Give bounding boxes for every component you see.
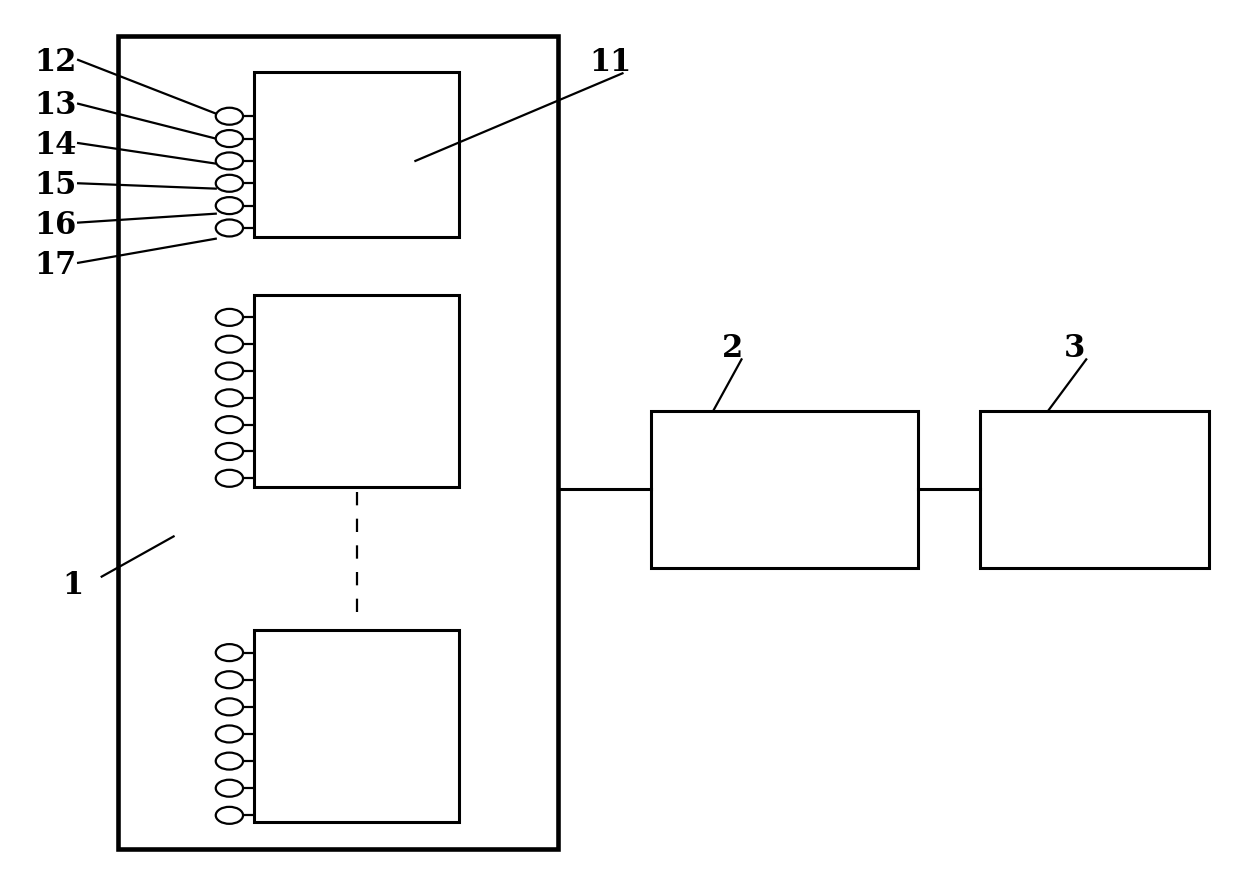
Text: 16: 16 (35, 210, 77, 240)
Bar (254, 630, 459, 822)
Ellipse shape (216, 308, 243, 326)
Ellipse shape (216, 174, 243, 192)
Ellipse shape (216, 130, 243, 148)
Text: 11: 11 (589, 47, 631, 78)
Ellipse shape (216, 470, 243, 486)
Ellipse shape (216, 197, 243, 215)
Text: 13: 13 (35, 90, 77, 121)
Bar (651, 411, 918, 568)
Ellipse shape (216, 698, 243, 715)
Ellipse shape (216, 644, 243, 662)
Text: 12: 12 (35, 47, 77, 78)
Ellipse shape (216, 107, 243, 125)
Text: 15: 15 (35, 171, 77, 201)
Ellipse shape (216, 390, 243, 406)
Ellipse shape (216, 753, 243, 770)
Ellipse shape (216, 219, 243, 237)
Bar (254, 72, 459, 237)
Ellipse shape (216, 726, 243, 742)
Text: 3: 3 (1064, 333, 1085, 364)
Ellipse shape (216, 363, 243, 380)
Bar (254, 295, 459, 487)
Text: 2: 2 (722, 333, 743, 364)
Ellipse shape (216, 806, 243, 824)
Ellipse shape (216, 336, 243, 353)
Text: 14: 14 (35, 131, 77, 161)
Ellipse shape (216, 416, 243, 433)
Ellipse shape (216, 443, 243, 460)
Ellipse shape (216, 671, 243, 688)
Bar (118, 36, 558, 849)
Ellipse shape (216, 153, 243, 170)
Ellipse shape (216, 780, 243, 797)
Bar (980, 411, 1209, 568)
Text: 17: 17 (35, 250, 77, 281)
Text: 1: 1 (62, 570, 83, 601)
